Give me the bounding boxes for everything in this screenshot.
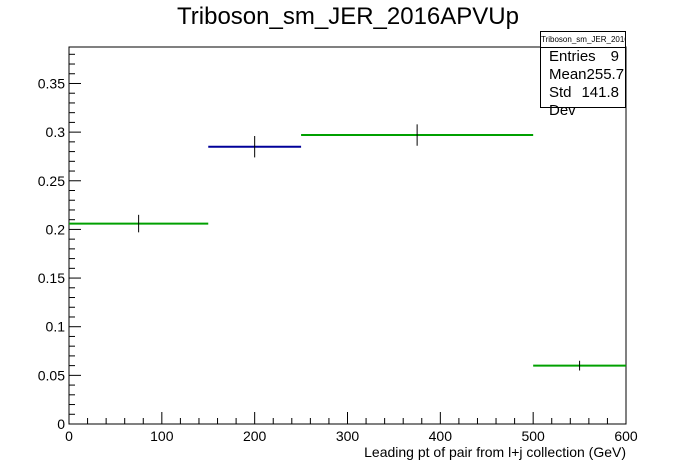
y-tick-label: 0.3 [46, 124, 66, 140]
stats-value: 255.7 [586, 66, 625, 83]
stats-title: Triboson_sm_JER_2016APVUp [541, 32, 625, 48]
x-tick-label: 300 [336, 428, 360, 444]
y-tick-label: 0.2 [46, 221, 66, 237]
chart-title: Triboson_sm_JER_2016APVUp [177, 3, 519, 30]
y-axis: 0 0.05 0.1 0.15 0.2 0.25 0.3 0.35 [38, 53, 81, 432]
stats-label: Mean [549, 66, 587, 83]
y-tick-label: 0.15 [38, 270, 65, 286]
x-tick-label: 0 [65, 428, 73, 444]
stats-row-stddev: Std Dev 141.8 [541, 84, 625, 120]
stats-label: Entries [549, 48, 596, 65]
stats-label: Std Dev [549, 84, 576, 119]
y-tick-label: 0.05 [38, 367, 65, 383]
stats-row-entries: Entries 9 [541, 48, 625, 66]
stats-value: 141.8 [581, 84, 619, 101]
y-tick-label: 0 [57, 416, 65, 432]
stats-box: Triboson_sm_JER_2016APVUp Entries 9 Mean… [540, 31, 626, 119]
x-tick-label: 600 [614, 428, 638, 444]
histogram-bins [69, 124, 626, 371]
y-tick-label: 0.35 [38, 75, 65, 91]
y-tick-label: 0.25 [38, 173, 65, 189]
y-tick-label: 0.1 [46, 319, 66, 335]
x-tick-label: 200 [243, 428, 267, 444]
stats-row-mean: Mean 255.7 [541, 66, 625, 84]
stats-value: 9 [610, 48, 619, 65]
x-tick-label: 100 [150, 428, 174, 444]
x-tick-label: 400 [429, 428, 453, 444]
x-tick-label: 500 [521, 428, 545, 444]
x-axis: 0 100 200 300 400 500 600 [65, 412, 638, 444]
x-axis-label: Leading pt of pair from l+j collection (… [364, 444, 626, 460]
